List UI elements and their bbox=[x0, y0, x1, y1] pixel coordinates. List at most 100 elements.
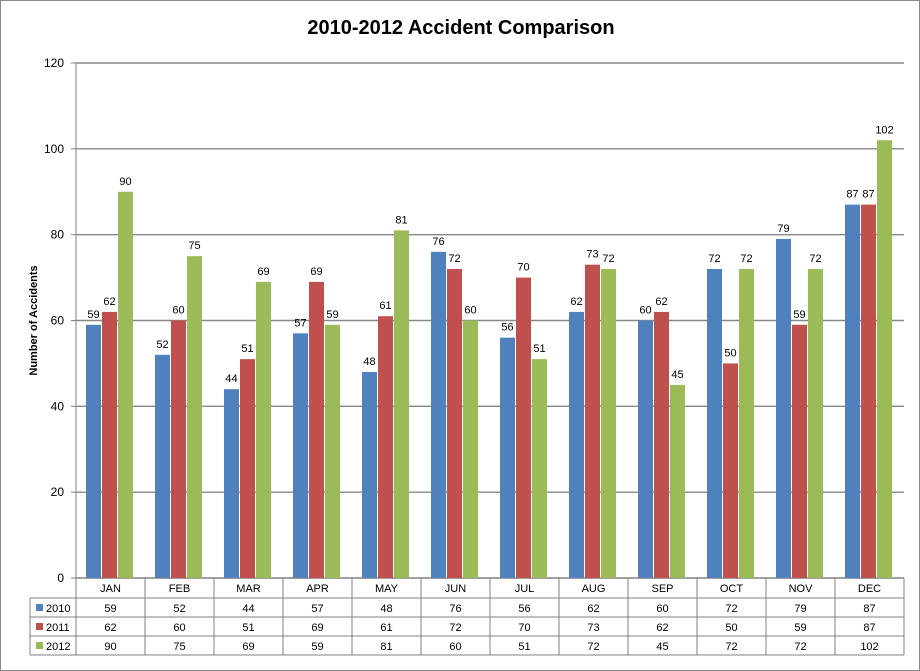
data-label: 69 bbox=[257, 266, 269, 278]
table-cell: 62 bbox=[656, 622, 668, 634]
table-cell: 56 bbox=[518, 603, 530, 615]
x-tick-label: AUG bbox=[582, 583, 606, 595]
bar-2010-aug bbox=[569, 311, 584, 578]
y-tick-label: 120 bbox=[44, 56, 64, 70]
table-cell: 72 bbox=[794, 641, 806, 653]
table-cell: 76 bbox=[449, 603, 461, 615]
data-label: 48 bbox=[363, 356, 375, 368]
data-label: 72 bbox=[740, 253, 752, 265]
table-cell: 75 bbox=[173, 641, 185, 653]
table-cell: 72 bbox=[725, 641, 737, 653]
legend-key-2011 bbox=[36, 623, 43, 630]
bar-2012-aug bbox=[601, 269, 616, 578]
bar-2011-sep bbox=[654, 311, 669, 578]
data-label: 72 bbox=[602, 253, 614, 265]
bar-2010-nov bbox=[776, 238, 791, 579]
data-label: 45 bbox=[671, 369, 683, 381]
data-label: 102 bbox=[875, 124, 893, 136]
table-cell: 72 bbox=[449, 622, 461, 634]
table-cell: 51 bbox=[242, 622, 254, 634]
table-cell: 87 bbox=[863, 622, 875, 634]
x-tick-label: FEB bbox=[169, 583, 190, 595]
data-label: 56 bbox=[501, 322, 513, 334]
x-tick-label: JUN bbox=[445, 583, 466, 595]
bar-2011-jul bbox=[516, 277, 531, 578]
x-tick-label: APR bbox=[306, 583, 329, 595]
data-label: 51 bbox=[533, 343, 545, 355]
data-label: 59 bbox=[793, 309, 805, 321]
data-label: 59 bbox=[326, 309, 338, 321]
table-cell: 45 bbox=[656, 641, 668, 653]
table-cell: 62 bbox=[587, 603, 599, 615]
table-cell: 72 bbox=[725, 603, 737, 615]
data-label: 60 bbox=[639, 305, 651, 317]
table-cell: 60 bbox=[173, 622, 185, 634]
bar-2011-may bbox=[378, 316, 393, 578]
data-label: 76 bbox=[432, 236, 444, 248]
bar-2012-sep bbox=[670, 384, 685, 578]
data-label: 62 bbox=[570, 296, 582, 308]
data-label: 87 bbox=[846, 189, 858, 201]
chart-title: 2010-2012 Accident Comparison bbox=[307, 17, 615, 39]
bar-2010-oct bbox=[707, 269, 722, 578]
x-tick-label: OCT bbox=[720, 583, 744, 595]
y-tick-label: 80 bbox=[51, 228, 65, 242]
legend-label: 2011 bbox=[46, 622, 70, 634]
bar-2011-dec bbox=[861, 204, 876, 578]
x-tick-label: SEP bbox=[651, 583, 673, 595]
data-label: 44 bbox=[225, 373, 237, 385]
data-label: 62 bbox=[655, 296, 667, 308]
data-label: 59 bbox=[87, 309, 99, 321]
y-tick-label: 60 bbox=[51, 314, 65, 328]
table-cell: 48 bbox=[380, 603, 392, 615]
table-cell: 73 bbox=[587, 622, 599, 634]
table-cell: 60 bbox=[449, 641, 461, 653]
bar-2010-jul bbox=[500, 337, 515, 578]
table-cell: 44 bbox=[242, 603, 254, 615]
bar-2012-nov bbox=[808, 269, 823, 578]
table-cell: 60 bbox=[656, 603, 668, 615]
data-label: 72 bbox=[708, 253, 720, 265]
table-cell: 70 bbox=[518, 622, 530, 634]
data-label: 75 bbox=[188, 240, 200, 252]
bar-2012-feb bbox=[187, 256, 202, 578]
x-tick-label: JAN bbox=[100, 583, 121, 595]
table-cell: 69 bbox=[242, 641, 254, 653]
y-tick-label: 20 bbox=[51, 485, 65, 499]
bar-2012-jul bbox=[532, 359, 547, 578]
bar-2010-dec bbox=[845, 204, 860, 578]
table-cell: 72 bbox=[587, 641, 599, 653]
y-axis-title: Number of Accidents bbox=[28, 265, 40, 375]
bar-2011-jan bbox=[102, 311, 117, 578]
table-cell: 57 bbox=[311, 603, 323, 615]
table-cell: 59 bbox=[794, 622, 806, 634]
table-cell: 102 bbox=[860, 641, 878, 653]
bar-2011-apr bbox=[309, 281, 324, 578]
bar-2010-jan bbox=[86, 324, 101, 578]
table-cell: 62 bbox=[104, 622, 116, 634]
bar-2010-feb bbox=[155, 354, 170, 578]
data-label: 62 bbox=[103, 296, 115, 308]
bar-2011-feb bbox=[171, 320, 186, 578]
bar-2011-oct bbox=[723, 363, 738, 578]
data-label: 90 bbox=[119, 176, 131, 188]
x-tick-label: NOV bbox=[789, 583, 814, 595]
data-label: 52 bbox=[156, 339, 168, 351]
x-tick-label: JUL bbox=[515, 583, 535, 595]
bar-2012-apr bbox=[325, 324, 340, 578]
table-cell: 59 bbox=[311, 641, 323, 653]
bar-2011-mar bbox=[240, 359, 255, 578]
bar-2011-nov bbox=[792, 324, 807, 578]
legend-label: 2012 bbox=[46, 641, 70, 653]
table-cell: 69 bbox=[311, 622, 323, 634]
data-label: 73 bbox=[586, 249, 598, 261]
legend-label: 2010 bbox=[46, 603, 70, 615]
bar-2012-jan bbox=[118, 191, 133, 578]
data-label: 81 bbox=[395, 214, 407, 226]
x-tick-label: MAR bbox=[236, 583, 261, 595]
y-tick-label: 0 bbox=[57, 571, 64, 585]
bar-2012-oct bbox=[739, 269, 754, 578]
data-label: 72 bbox=[809, 253, 821, 265]
table-cell: 52 bbox=[173, 603, 185, 615]
